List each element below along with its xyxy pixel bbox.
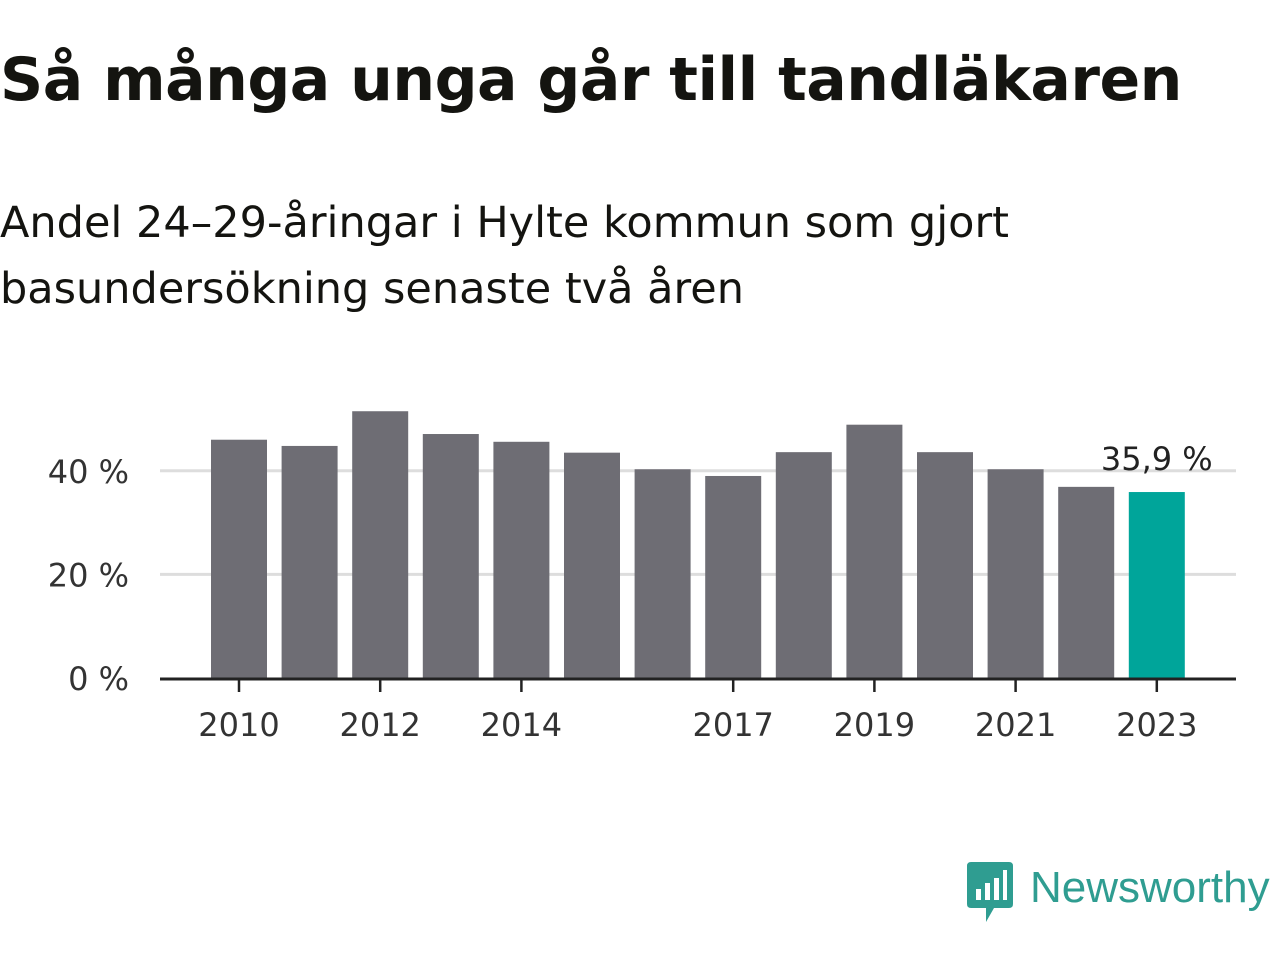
logo-text: Newsworthy [1030,863,1270,912]
bar [846,424,903,678]
bar [775,452,832,678]
x-tick-label: 2021 [975,706,1056,744]
bar [1128,492,1185,678]
bar [211,439,267,678]
bar [634,469,691,678]
x-tick-label: 2014 [481,706,562,744]
bars [211,411,1185,678]
x-tick-label: 2010 [198,706,279,744]
bar-chart: 0 % 20 % 40 % 2010 2012 2014 2017 2019 2021 2023 3… [48,411,1236,744]
bar [705,475,762,678]
bar [493,441,550,678]
bar [917,452,973,678]
bar [1058,486,1115,678]
labels: 0 % 20 % 40 % 2010 2012 2014 2017 2019 2021 2023 3… [48,440,1213,744]
data-label: 35,9 % [1101,440,1213,478]
x-tick-label: 2019 [834,706,915,744]
newsworthy-chart-icon [967,862,1013,922]
y-tick-label: 40 % [48,453,129,491]
y-tick-label: 20 % [48,556,129,594]
bar [352,411,409,678]
x-tick-label: 2012 [339,706,420,744]
bar [987,469,1044,678]
bar [281,445,338,678]
x-tick-label: 2023 [1116,706,1197,744]
bar [422,434,479,678]
bar [564,452,620,678]
y-tick-label: 0 % [68,660,129,698]
axes [160,677,1236,692]
chart-title: Så många unga går till tandläkaren [0,45,1182,115]
gridlines [160,469,1236,576]
x-tick-label: 2017 [692,706,773,744]
newsworthy-logo: Newsworthy [964,862,1270,924]
chart-subtitle: Andel 24–29-åringar i Hylte kommun som g… [0,198,1010,314]
